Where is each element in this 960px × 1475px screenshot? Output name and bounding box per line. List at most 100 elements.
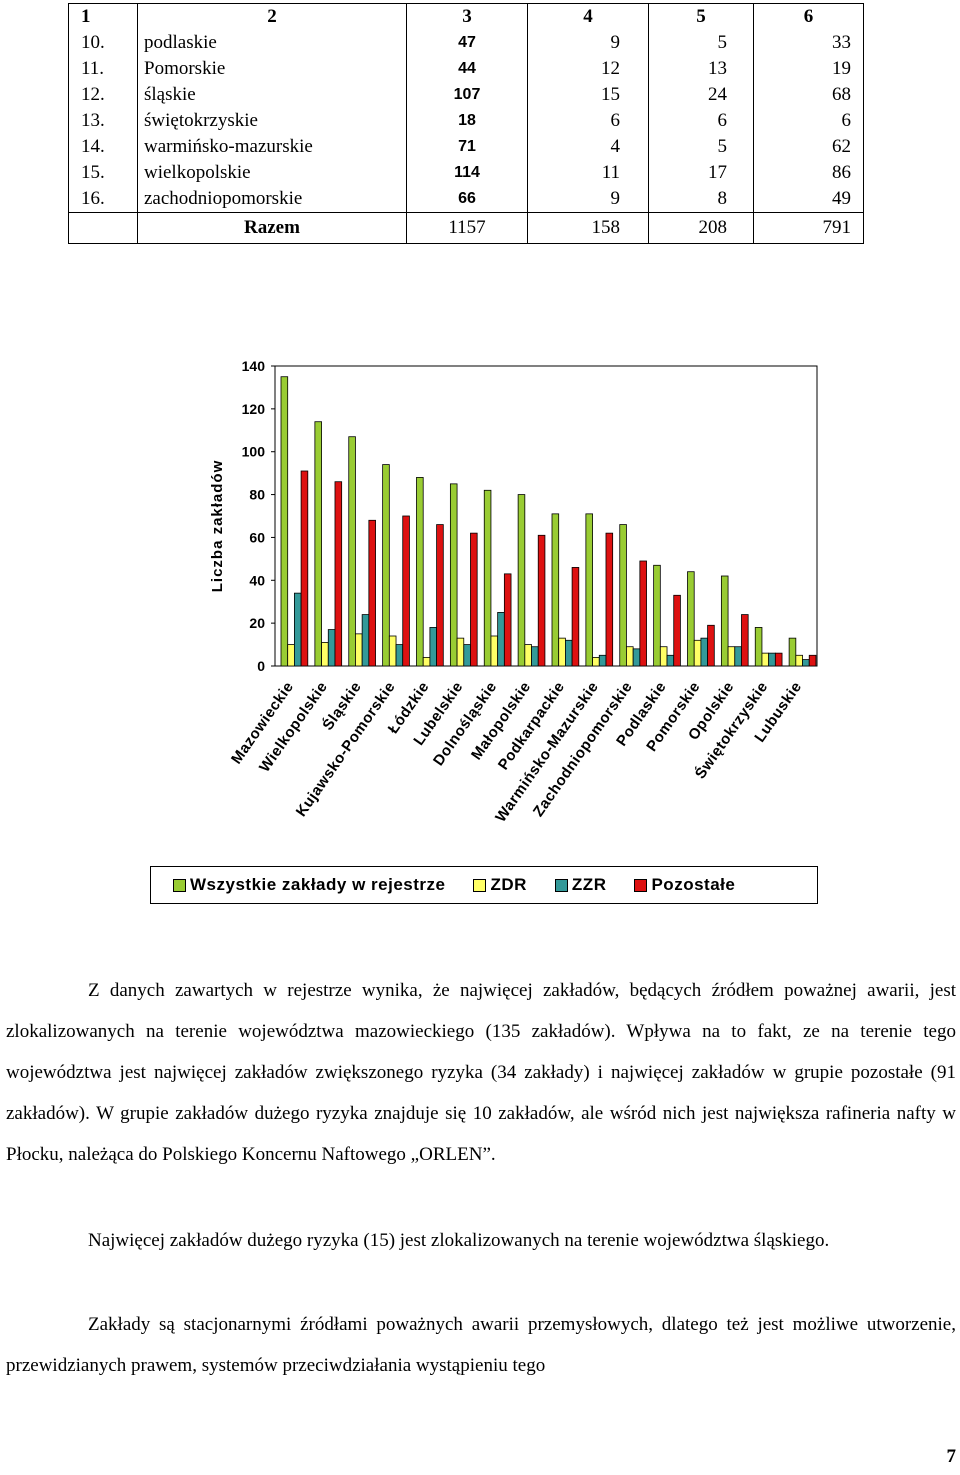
y-axis-label: Liczba zakładów	[209, 460, 226, 593]
header-cell: 3	[406, 3, 528, 30]
other-count-cell: 33	[753, 30, 864, 56]
other-count-cell: 86	[753, 160, 864, 186]
legend-swatch	[634, 878, 648, 892]
bar	[517, 494, 526, 667]
bar	[503, 573, 512, 667]
bar	[321, 642, 329, 667]
legend-item: ZZR	[554, 875, 607, 895]
y-tick-label: 80	[249, 487, 265, 503]
bar	[395, 644, 404, 667]
legend-label: ZDR	[490, 875, 527, 894]
bar	[456, 637, 465, 667]
total-count-cell: 18	[406, 108, 528, 134]
bar	[422, 657, 431, 667]
bar	[402, 515, 410, 667]
zdr-count-cell: 12	[527, 56, 649, 82]
legend-label: Pozostałe	[651, 875, 736, 894]
region-name: zachodniopomorskie	[137, 186, 407, 213]
legend-swatch	[473, 878, 487, 892]
bar	[551, 513, 560, 667]
bar	[348, 436, 356, 667]
bar	[754, 627, 763, 667]
table-row: 10. podlaskie 47 9 5 33	[68, 30, 864, 56]
bar	[368, 519, 376, 667]
bar	[565, 639, 573, 667]
zdr-count-cell: 9	[527, 30, 649, 56]
row-number: 15.	[68, 160, 138, 186]
zzr-count-cell: 6	[648, 108, 754, 134]
bar	[334, 481, 343, 667]
bar	[741, 614, 749, 667]
bar	[605, 532, 614, 667]
bar	[720, 575, 729, 667]
empty-cell	[68, 212, 138, 244]
bar	[598, 654, 607, 667]
bar	[361, 614, 370, 667]
table-row: 12. śląskie 107 15 24 68	[68, 82, 864, 108]
header-cell: 6	[753, 3, 864, 30]
bar	[761, 652, 770, 667]
legend-item: Pozostałe	[634, 875, 735, 895]
bar	[774, 652, 783, 667]
y-tick-label: 120	[242, 401, 266, 417]
bar	[449, 483, 458, 667]
row-number: 14.	[68, 134, 138, 160]
zzr-count-cell: 8	[648, 186, 754, 213]
zzr-count-cell: 24	[648, 82, 754, 108]
legend-label: ZZR	[571, 875, 607, 894]
bar	[490, 635, 499, 667]
bar	[666, 654, 675, 667]
paragraph: Zakłady są stacjonarnymi źródłami poważn…	[6, 1314, 956, 1376]
other-count-cell: 68	[753, 82, 864, 108]
bar	[619, 524, 627, 667]
zzr-count-cell: 5	[648, 134, 754, 160]
zdr-count-cell: 4	[527, 134, 649, 160]
row-number: 13.	[68, 108, 138, 134]
table-row: 11. Pomorskie 44 12 13 19	[68, 56, 864, 82]
table-header-row: 1 2 3 4 5 6	[68, 3, 864, 30]
row-number: 11.	[68, 56, 138, 82]
other-count-cell: 49	[753, 186, 864, 213]
header-cell: 4	[527, 3, 649, 30]
other-count-cell: 791	[753, 212, 864, 244]
legend-item: ZDR	[473, 875, 526, 895]
bar	[795, 654, 803, 667]
bar	[707, 624, 715, 667]
zdr-count-cell: 9	[527, 186, 649, 213]
bar	[653, 564, 661, 667]
bar	[727, 646, 736, 667]
total-count-cell: 66	[406, 186, 528, 213]
bar	[280, 376, 289, 667]
bar	[693, 639, 702, 667]
bar	[388, 635, 397, 667]
bar	[768, 652, 776, 667]
legend-label: Wszystkie zakłady w rejestrze	[190, 875, 446, 894]
total-label: Razem	[137, 212, 407, 244]
bar	[558, 637, 566, 667]
zdr-count-cell: 11	[527, 160, 649, 186]
region-name: świętokrzyskie	[137, 108, 407, 134]
y-tick-label: 0	[257, 658, 265, 674]
bar	[592, 657, 600, 667]
bar	[470, 532, 478, 667]
bar	[734, 646, 742, 667]
table-row: 14. warmińsko-mazurskie 71 4 5 62	[68, 134, 864, 160]
chart-legend: Wszystkie zakłady w rejestrze ZDR ZZR Po…	[150, 866, 818, 904]
bar	[531, 646, 539, 667]
y-tick-label: 140	[242, 358, 266, 374]
zzr-count-cell: 208	[648, 212, 754, 244]
region-name: warmińsko-mazurskie	[137, 134, 407, 160]
other-count-cell: 62	[753, 134, 864, 160]
bar	[632, 648, 641, 667]
bar	[287, 644, 295, 667]
legend-item: Wszystkie zakłady w rejestrze	[173, 875, 445, 895]
bar	[700, 637, 709, 667]
header-cell: 2	[137, 3, 407, 30]
total-count-cell: 1157	[406, 212, 528, 244]
bar	[571, 567, 580, 667]
bar	[585, 513, 593, 667]
bar	[537, 534, 546, 667]
bar	[300, 470, 309, 667]
table-row: 16. zachodniopomorskie 66 9 8 49	[68, 186, 864, 213]
legend-swatch	[554, 878, 568, 892]
